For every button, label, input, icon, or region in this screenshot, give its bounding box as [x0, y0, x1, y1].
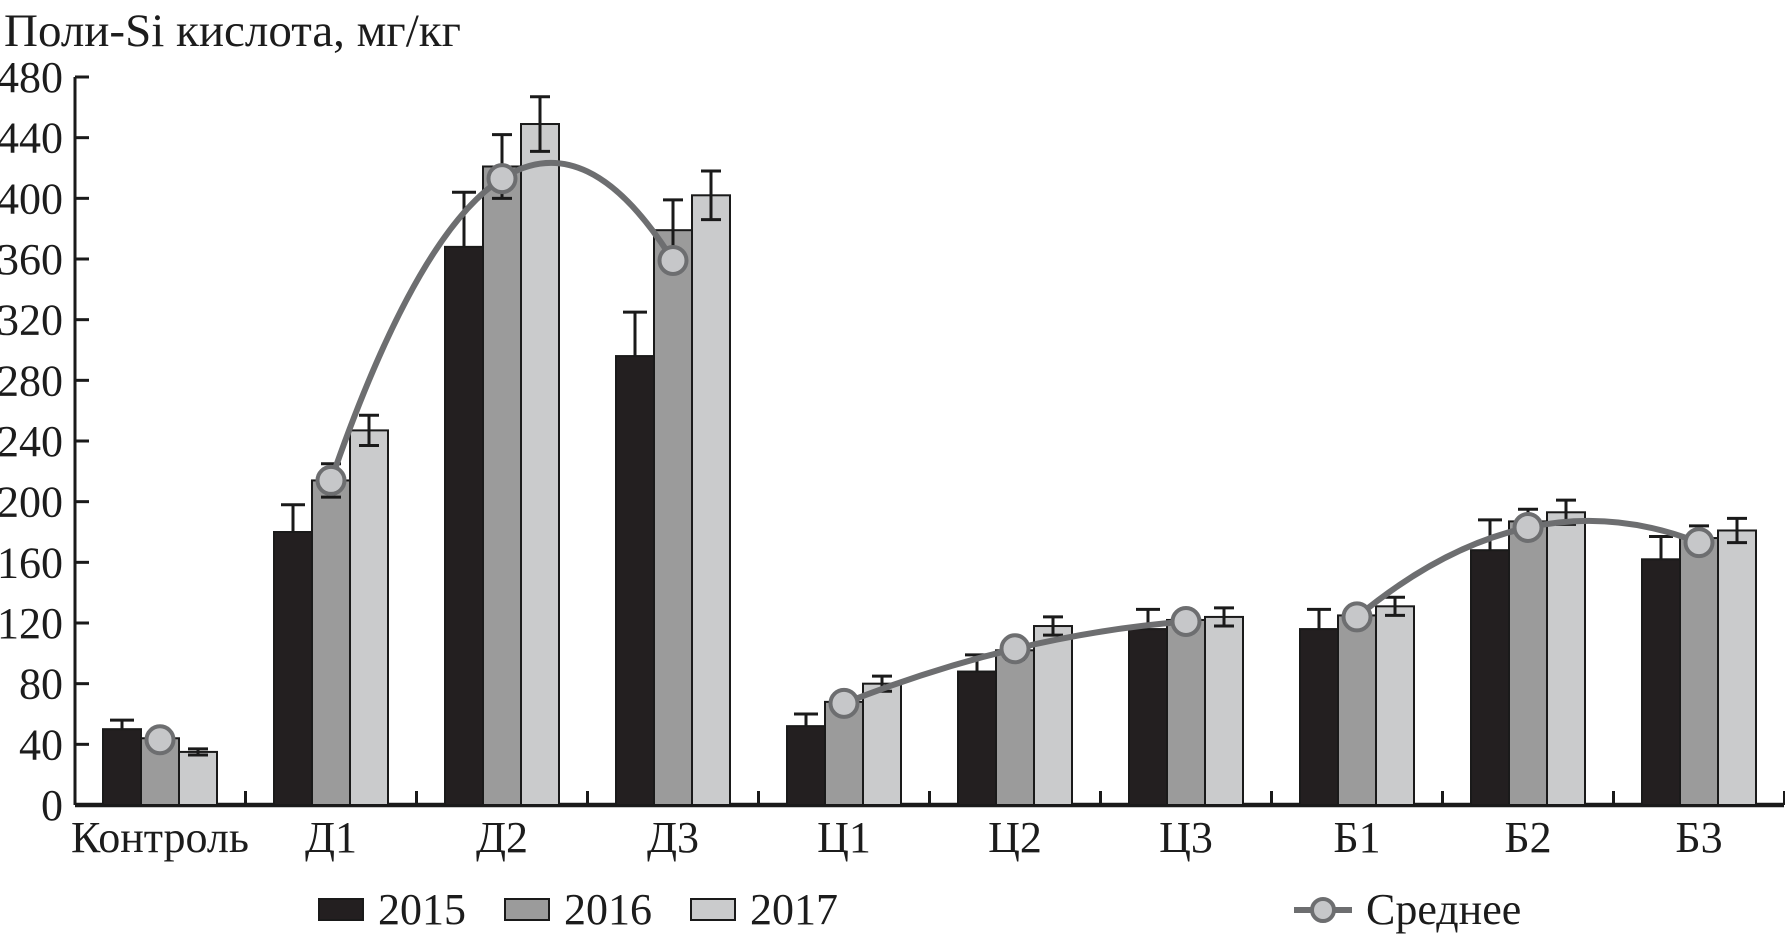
y-tick-label: 160: [0, 538, 63, 587]
y-tick-label: 40: [19, 720, 63, 769]
x-category-label: Б1: [1333, 813, 1380, 862]
mean-marker: [1512, 511, 1544, 543]
bar: [1166, 618, 1206, 807]
bar: [1641, 558, 1681, 806]
x-category-label: Контроль: [71, 813, 249, 862]
mean-marker: [657, 245, 689, 277]
bar: [1375, 605, 1415, 806]
bar: [1204, 615, 1244, 807]
x-category-label: Д3: [647, 813, 699, 862]
bar: [862, 682, 902, 807]
bar: [824, 700, 864, 806]
mean-marker: [1683, 527, 1715, 559]
x-category-label: Д1: [305, 813, 357, 862]
axes: 0 40 80 120 160 200 240 280 320 360 400 440 480 Контр…: [0, 53, 1785, 862]
legend-swatch-2017: [690, 898, 736, 921]
y-tick-label: 120: [0, 599, 63, 648]
bar: [1337, 614, 1377, 807]
bars-2017: [178, 95, 1757, 807]
bar: [1546, 511, 1586, 806]
legend-item-2015: 2015: [318, 884, 466, 935]
bar: [1717, 529, 1757, 806]
legend-item-2016: 2016: [504, 884, 652, 935]
bar: [1679, 537, 1719, 806]
x-category-label: Ц3: [1159, 813, 1213, 862]
bar: [444, 245, 484, 807]
chart-title: Поли-Si кислота, мг/кг: [4, 5, 461, 57]
bar: [1128, 628, 1168, 806]
bar: [957, 670, 997, 806]
bar: [786, 725, 826, 807]
y-tick-label: 480: [0, 53, 63, 102]
legend-swatch-2015: [318, 898, 364, 921]
x-category-label: Б3: [1675, 813, 1722, 862]
mean-marker: [1341, 601, 1373, 633]
y-tick-label: 400: [0, 174, 63, 223]
bar: [691, 194, 731, 807]
y-tick-label: 320: [0, 296, 63, 345]
bar: [1299, 628, 1339, 806]
bar: [995, 649, 1035, 806]
y-tick-label: 280: [0, 356, 63, 405]
y-tick-label: 240: [0, 417, 63, 466]
x-category-label: Ц1: [817, 813, 871, 862]
legend-label-2017: 2017: [750, 885, 838, 934]
bar: [273, 531, 313, 806]
bar: [482, 165, 522, 806]
bar: [102, 728, 142, 807]
x-category-label: Д2: [476, 813, 528, 862]
bar: [520, 123, 560, 807]
bar: [615, 355, 655, 806]
bars-2015: [102, 190, 1681, 807]
y-tick-label: 440: [0, 114, 63, 163]
mean-marker: [144, 724, 176, 756]
mean-line: [144, 159, 1715, 756]
bar: [1033, 625, 1073, 806]
bar: [178, 750, 218, 807]
mean-marker: [315, 464, 347, 496]
legend-item-mean: Среднее: [1294, 884, 1521, 935]
bar: [311, 479, 351, 806]
bar: [653, 229, 693, 806]
legend-label-2015: 2015: [378, 885, 466, 934]
legend-label-2016: 2016: [564, 885, 652, 934]
mean-marker: [1170, 605, 1202, 637]
x-category-label: Б2: [1504, 813, 1551, 862]
legend-swatch-2016: [504, 898, 550, 921]
mean-line-marker-icon: [1294, 896, 1352, 924]
mean-marker: [999, 633, 1031, 665]
y-tick-label: 0: [41, 781, 63, 830]
legend-label-mean: Среднее: [1366, 885, 1522, 934]
legend-item-2017: 2017: [690, 884, 838, 935]
y-tick-label: 200: [0, 478, 63, 527]
x-category-label: Ц2: [988, 813, 1042, 862]
bar: [349, 429, 389, 806]
mean-marker: [486, 163, 518, 195]
y-tick-label: 360: [0, 235, 63, 284]
legend: 2015 2016 2017 Среднее: [318, 884, 1521, 935]
bar: [1508, 520, 1548, 807]
bars-2016: [140, 133, 1719, 807]
bar: [1470, 549, 1510, 807]
y-tick-label: 80: [19, 660, 63, 709]
mean-marker: [828, 687, 860, 719]
